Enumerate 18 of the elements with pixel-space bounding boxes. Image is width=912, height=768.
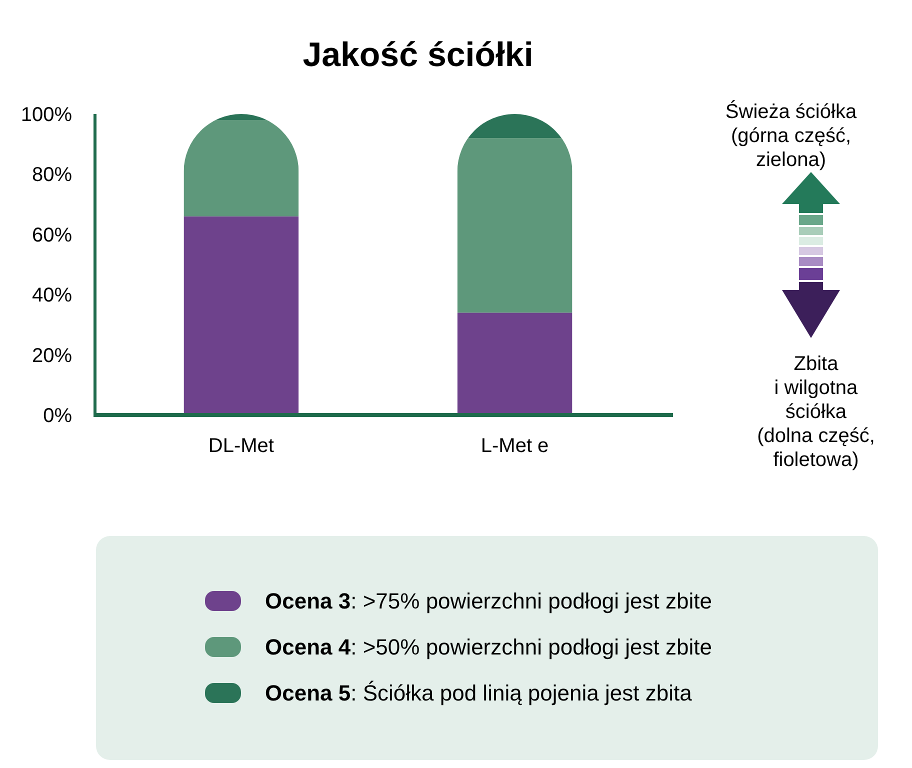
y-tick-label: 60% (32, 224, 72, 246)
text: Zbita i wilgotna ściółka (dolna część, fioletowa) (757, 353, 875, 471)
legend-label: Ocena 4: >50% powierzchni podłogi jest zbite (265, 634, 712, 660)
bar (184, 216, 299, 415)
bar (184, 120, 299, 216)
chart-title: Jakość ściółki (302, 36, 534, 74)
x-tick-label: L-Met e (480, 435, 549, 457)
legend-label: Ocena 3: >75% powierzchni podłogi jest zbite (265, 588, 712, 614)
text: Świeża ściółka (górna część, zielona) (725, 100, 858, 171)
y-tick-label: 80% (32, 164, 72, 186)
legend-label: Ocena 5: Ściółka pod linią pojenia jest zbita (265, 680, 693, 706)
y-tick-label: 100% (20, 104, 72, 126)
y-tick-label: 0% (43, 405, 72, 427)
y-tick-label: 20% (32, 344, 72, 367)
y-tick-label: 40% (32, 284, 72, 307)
bar (457, 138, 572, 313)
bar (457, 312, 572, 415)
x-tick-label: DL-Met (208, 435, 274, 457)
